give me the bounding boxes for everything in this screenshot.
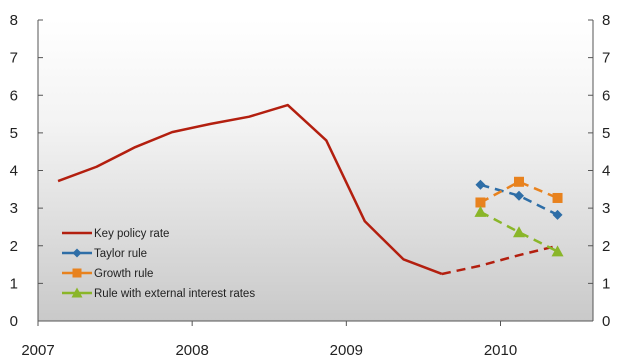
data-point-diamond — [552, 209, 563, 220]
y-tick-label-right: 3 — [602, 200, 610, 217]
y-tick-label-right: 7 — [602, 50, 610, 67]
legend-label: Rule with external interest rates — [94, 288, 255, 300]
x-tick-label: 2010 — [484, 342, 517, 358]
y-tick-label-right: 4 — [602, 163, 610, 180]
legend-label: Key policy rate — [94, 228, 169, 240]
data-point-triangle — [71, 287, 83, 298]
y-tick-label-left: 1 — [10, 275, 18, 292]
y-tick-label-right: 0 — [602, 313, 610, 330]
data-point-square — [475, 197, 486, 208]
x-tick-label: 2007 — [21, 342, 54, 358]
axes: 0 1 2 3 4 5 6 7 8 0 1 2 3 4 5 6 7 8 2007 2008 2009 2010 — [10, 12, 611, 358]
data-point-triangle — [551, 245, 564, 257]
y-tick-label-left: 8 — [10, 12, 18, 29]
y-tick-label-left: 5 — [10, 125, 18, 142]
legend-label: Growth rule — [94, 268, 153, 280]
y-tick-label-left: 7 — [10, 50, 18, 67]
data-point-square — [552, 192, 563, 203]
series-projection-line — [441, 244, 558, 276]
y-tick-label-left: 2 — [10, 238, 18, 255]
x-tick-label: 2009 — [330, 342, 363, 358]
legend: Key policy rate Taylor rule Growth rule Rul… — [62, 228, 255, 300]
plot-series — [57, 103, 564, 276]
data-point-triangle — [474, 205, 487, 217]
series-line — [57, 103, 443, 276]
data-point-triangle — [513, 226, 525, 238]
y-tick-label-right: 5 — [602, 125, 610, 142]
y-tick-label-right: 2 — [602, 238, 610, 255]
y-tick-label-right: 8 — [602, 12, 610, 29]
data-point-square — [514, 176, 524, 187]
y-tick-label-left: 6 — [10, 87, 18, 104]
series-line — [480, 183, 559, 217]
legend-label: Taylor rule — [94, 248, 147, 260]
y-tick-label-right: 6 — [602, 87, 610, 104]
y-tick-label-left: 0 — [10, 313, 18, 330]
x-tick-label: 2008 — [175, 342, 208, 358]
data-point-diamond — [72, 248, 82, 258]
plot-area-background — [38, 20, 593, 321]
data-point-diamond — [475, 179, 486, 190]
data-point-diamond — [514, 190, 524, 201]
y-tick-label-right: 1 — [602, 275, 610, 292]
data-point-square — [72, 268, 82, 278]
y-tick-label-left: 3 — [10, 200, 18, 217]
y-tick-label-left: 4 — [10, 163, 18, 180]
